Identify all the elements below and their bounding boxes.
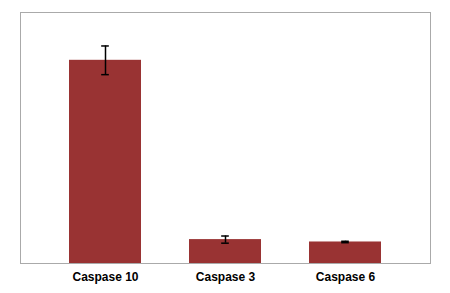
svg-text:Caspase 3: Caspase 3	[196, 270, 256, 284]
svg-text:Caspase 10: Caspase 10	[72, 270, 138, 284]
svg-text:Caspase 6: Caspase 6	[316, 270, 376, 284]
